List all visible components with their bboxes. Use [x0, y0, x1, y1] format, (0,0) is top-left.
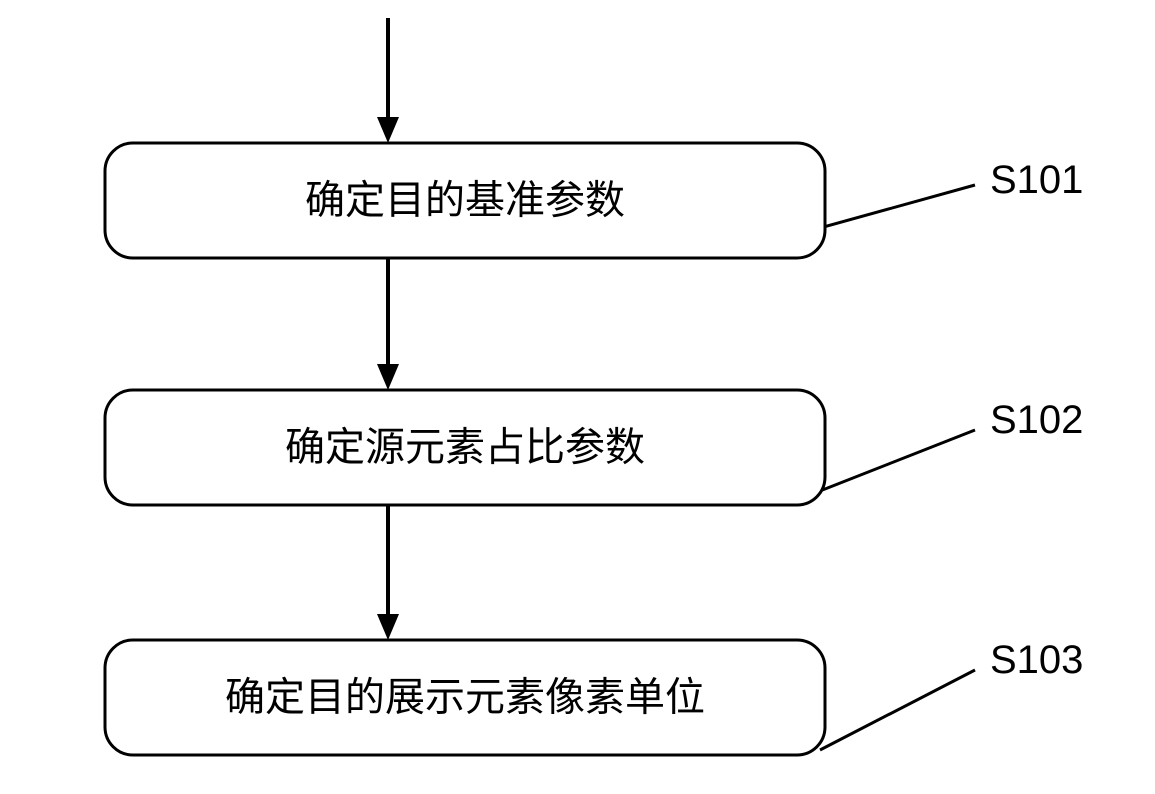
flow-node-n2: 确定源元素占比参数	[105, 390, 825, 505]
flow-node-text-n3: 确定目的展示元素像素单位	[225, 676, 705, 720]
connector-2	[820, 670, 975, 750]
arrow-2	[377, 505, 399, 640]
step-label-n2: S102	[990, 398, 1083, 442]
step-label-n3: S103	[990, 638, 1083, 682]
arrow-0	[377, 18, 399, 143]
arrows-layer	[377, 18, 399, 640]
arrow-1	[377, 258, 399, 390]
nodes-layer: 确定目的基准参数确定源元素占比参数确定目的展示元素像素单位	[105, 143, 825, 755]
flow-node-n1: 确定目的基准参数	[105, 143, 825, 258]
flowchart-canvas: 确定目的基准参数确定源元素占比参数确定目的展示元素像素单位 S101S102S1…	[0, 0, 1155, 794]
step-label-n1: S101	[990, 158, 1083, 202]
flow-node-text-n2: 确定源元素占比参数	[285, 426, 645, 470]
flow-node-n3: 确定目的展示元素像素单位	[105, 640, 825, 755]
flow-node-text-n1: 确定目的基准参数	[305, 179, 625, 223]
labels-layer: S101 S102 S103	[990, 158, 1083, 682]
